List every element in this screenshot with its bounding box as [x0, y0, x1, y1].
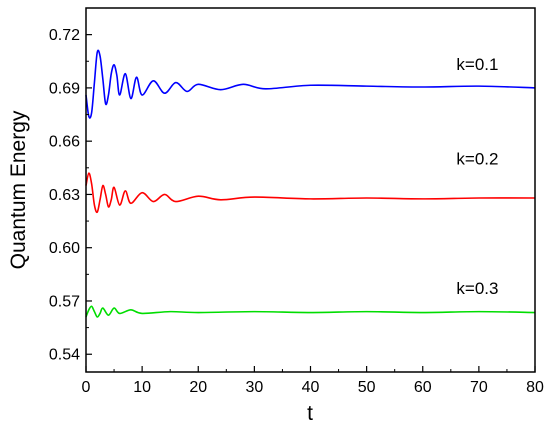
- series-line-1: [85, 49, 536, 119]
- x-tick-label: 10: [133, 379, 151, 396]
- y-axis-title: Quantum Energy: [7, 110, 30, 269]
- x-tick-label: 60: [414, 379, 432, 396]
- x-tick-label: 0: [82, 379, 91, 396]
- series-line-3: [85, 305, 536, 318]
- y-tick-label: 0.63: [49, 187, 80, 204]
- labels-group: k=0.1 k=0.2 k=0.3: [456, 55, 498, 298]
- x-tick-label: 50: [358, 379, 376, 396]
- series-label-3: k=0.3: [456, 279, 498, 298]
- y-tick-label: 0.54: [49, 347, 80, 364]
- y-tick-label: 0.72: [49, 27, 80, 44]
- y-tick-label: 0.66: [49, 134, 80, 151]
- y-tick-label: 0.69: [49, 80, 80, 97]
- series-group: [85, 49, 536, 318]
- x-tick-label: 40: [302, 379, 320, 396]
- ticks-group: 0 10 20 30 40 50 60 70 80 0.54 0.57 0.60 0.63 0.66 0.6…: [49, 7, 544, 396]
- series-line-2: [85, 172, 536, 214]
- x-tick-label: 80: [526, 379, 544, 396]
- x-tick-label: 30: [245, 379, 263, 396]
- series-label-1: k=0.1: [456, 55, 498, 74]
- y-tick-label: 0.60: [49, 240, 80, 257]
- x-axis-title: t: [307, 402, 313, 425]
- y-tick-label: 0.57: [49, 293, 80, 310]
- series-label-2: k=0.2: [456, 149, 498, 168]
- x-tick-label: 70: [470, 379, 488, 396]
- x-tick-label: 20: [189, 379, 207, 396]
